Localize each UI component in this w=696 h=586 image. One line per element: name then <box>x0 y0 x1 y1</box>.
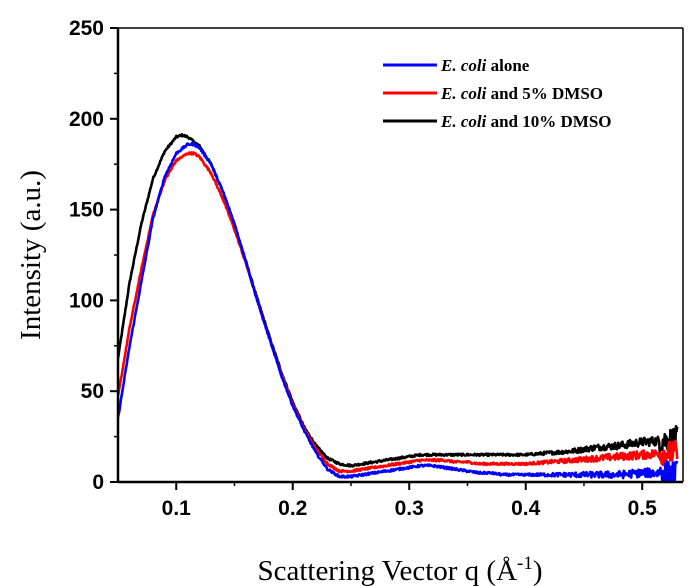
series-line-2 <box>118 132 679 468</box>
y-tick-label: 150 <box>69 199 104 222</box>
y-axis-title: Intensity (a.u.) <box>15 170 47 340</box>
legend-label-rest: and 10% DMSO <box>486 112 611 131</box>
legend-label-italic: E. coli <box>440 112 487 131</box>
x-tick-label: 0.2 <box>278 497 307 520</box>
x-axis-title-superscript: -1 <box>517 553 533 574</box>
series-line-1 <box>118 151 679 474</box>
x-axis-title-main: Scattering Vector q (Å <box>257 555 517 586</box>
y-tick-label: 50 <box>81 380 104 403</box>
x-axis-title-end: ) <box>533 555 543 586</box>
x-tick-label: 0.1 <box>162 497 192 520</box>
y-tick-label: 250 <box>69 17 104 40</box>
y-tick-label: 200 <box>69 108 104 131</box>
x-tick-label: 0.3 <box>395 497 424 520</box>
y-tick-label: 100 <box>69 289 104 312</box>
legend-label-0: E. coli alone <box>440 56 530 75</box>
legend-label-2: E. coli and 10% DMSO <box>440 112 612 131</box>
legend-label-italic: E. coli <box>440 84 487 103</box>
x-tick-label: 0.5 <box>628 497 658 520</box>
legend-label-rest: alone <box>486 56 529 75</box>
legend-label-1: E. coli and 5% DMSO <box>440 84 603 103</box>
y-tick-label: 0 <box>92 471 104 494</box>
x-axis-title: Scattering Vector q (Å-1) <box>257 553 542 586</box>
legend-label-italic: E. coli <box>440 56 487 75</box>
x-tick-label: 0.4 <box>511 497 541 520</box>
legend-label-rest: and 5% DMSO <box>486 84 603 103</box>
series-line-0 <box>118 141 679 482</box>
